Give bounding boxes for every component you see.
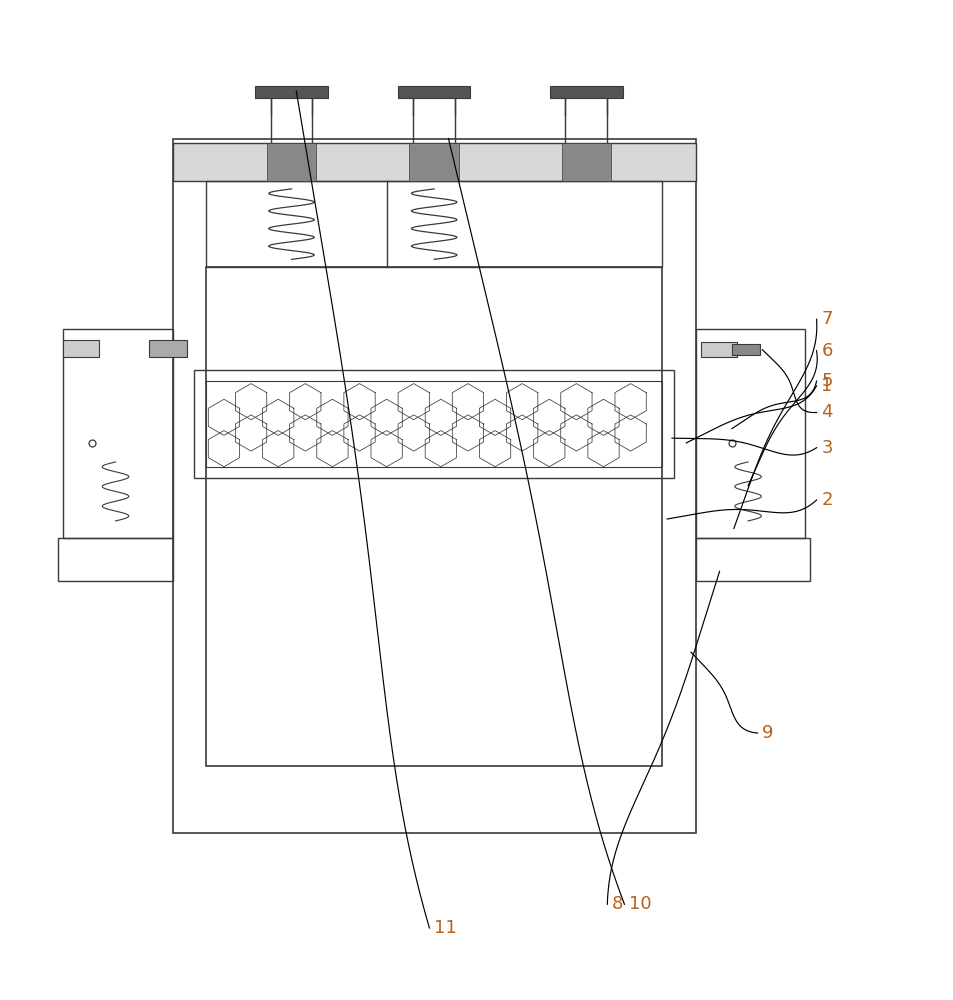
Bar xyxy=(409,143,458,181)
Text: 8: 8 xyxy=(612,895,623,913)
Bar xyxy=(63,329,172,538)
Bar xyxy=(550,86,622,98)
Bar xyxy=(172,143,695,181)
Bar xyxy=(267,143,315,181)
Text: 11: 11 xyxy=(434,919,456,937)
Text: 5: 5 xyxy=(821,372,832,390)
Bar xyxy=(58,538,172,581)
Bar xyxy=(206,381,661,467)
Text: 3: 3 xyxy=(821,439,832,457)
Bar xyxy=(731,344,760,355)
Text: 1: 1 xyxy=(821,377,832,395)
Text: 7: 7 xyxy=(821,310,832,328)
Text: 9: 9 xyxy=(761,724,773,742)
Bar xyxy=(561,143,611,181)
Bar xyxy=(255,86,327,98)
Bar xyxy=(194,370,673,478)
Text: 6: 6 xyxy=(821,342,832,360)
Bar xyxy=(149,340,187,357)
Bar xyxy=(63,340,99,357)
Bar xyxy=(206,267,661,766)
Bar xyxy=(695,329,804,538)
Bar xyxy=(700,342,736,357)
Text: 4: 4 xyxy=(821,403,832,421)
Bar xyxy=(695,538,809,581)
Text: 10: 10 xyxy=(629,895,651,913)
Bar xyxy=(172,139,695,833)
Bar xyxy=(206,181,661,267)
Bar xyxy=(397,86,470,98)
Text: 2: 2 xyxy=(821,491,832,509)
